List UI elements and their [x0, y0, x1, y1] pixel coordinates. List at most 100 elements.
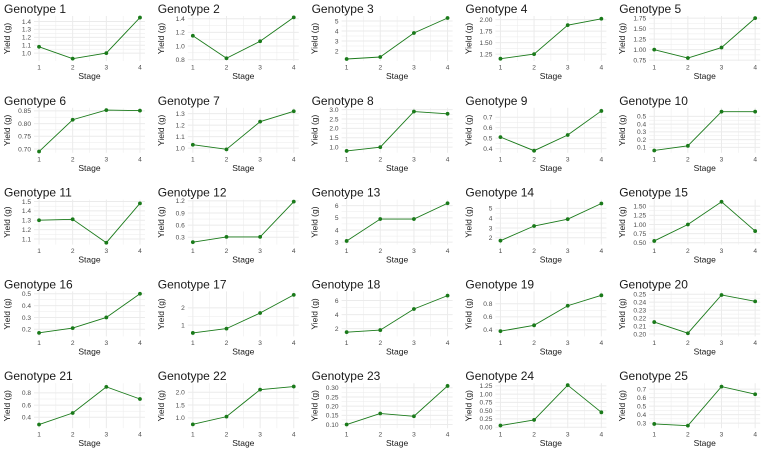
data-point	[138, 397, 142, 401]
data-point	[70, 411, 75, 415]
x-tick-label: 4	[138, 432, 142, 439]
data-point	[753, 299, 758, 304]
x-axis-title: Stage	[694, 163, 716, 173]
x-tick-label: 3	[566, 65, 570, 72]
x-axis-title: Stage	[78, 346, 100, 356]
y-axis-title: Yield (g)	[617, 298, 627, 330]
y-tick-label: 0.00	[480, 425, 493, 432]
y-tick-label: 1.00	[633, 222, 646, 229]
x-tick-label: 3	[412, 65, 416, 72]
x-tick-label: 3	[412, 432, 416, 439]
series-line	[192, 294, 294, 334]
panel-genotype-15: Genotype 15 0.50 0.75 1.00 1.25 1.50 1 2 3 4 Stage…	[617, 186, 761, 265]
data-point	[378, 145, 383, 150]
x-tick-label: 1	[37, 340, 41, 347]
y-tick-label: 1.5	[22, 199, 31, 206]
x-tick-label: 3	[412, 156, 416, 163]
x-axis-title: Stage	[232, 438, 254, 448]
panel-title: Genotype 10	[619, 94, 688, 108]
y-tick-label: 0.25	[633, 291, 646, 298]
x-tick-label: 2	[532, 432, 536, 439]
y-tick-label: 0.5	[637, 403, 646, 410]
y-tick-label: 0.75	[633, 231, 646, 238]
data-point	[498, 423, 503, 428]
x-tick-label: 1	[499, 248, 503, 255]
data-point	[685, 331, 690, 336]
y-tick-label: 0.25	[480, 416, 493, 423]
data-point	[378, 328, 383, 332]
y-tick-label: 0.4	[483, 327, 492, 334]
x-axis-title: Stage	[386, 438, 408, 448]
x-tick-label: 4	[600, 65, 604, 72]
panel-title: Genotype 2	[158, 2, 220, 16]
x-tick-label: 4	[753, 432, 757, 439]
data-point	[599, 16, 604, 21]
x-axis-title: Stage	[540, 71, 562, 81]
panel-title: Genotype 20	[619, 277, 688, 291]
y-tick-label: 1.0	[176, 43, 185, 50]
series-line	[39, 203, 141, 244]
data-point	[719, 293, 724, 297]
data-point	[412, 31, 416, 35]
y-tick-label: 0.5	[483, 135, 492, 142]
y-tick-label: 1.25	[480, 51, 493, 58]
y-tick-label: 0.21	[633, 323, 646, 330]
data-point	[190, 240, 195, 245]
x-tick-label: 4	[292, 248, 296, 255]
panel-title: Genotype 5	[619, 2, 681, 16]
y-tick-label: 0.7	[637, 386, 646, 393]
x-tick-label: 4	[446, 340, 450, 347]
series-line	[346, 202, 448, 242]
data-point	[445, 384, 450, 388]
panel-genotype-8: Genotype 8 1.0 1.5 2.0 2.5 3.0 1 2 3 4 Stage Yield …	[310, 94, 453, 173]
panel-title: Genotype 1	[4, 2, 66, 16]
data-point	[344, 149, 349, 153]
x-tick-label: 3	[566, 432, 570, 439]
series-line	[192, 386, 294, 425]
data-point	[291, 15, 296, 20]
y-tick-label: 1.0	[22, 50, 31, 57]
x-tick-label: 4	[753, 65, 757, 72]
data-point	[652, 239, 657, 243]
x-tick-label: 4	[446, 432, 450, 439]
data-point	[104, 315, 109, 320]
y-tick-label: 1.25	[633, 36, 646, 43]
x-tick-label: 2	[532, 156, 536, 163]
x-tick-label: 4	[446, 248, 450, 255]
x-axis-title: Stage	[78, 71, 100, 81]
x-tick-label: 2	[686, 65, 690, 72]
panel-title: Genotype 7	[158, 94, 220, 108]
y-tick-label: 0.3	[22, 315, 31, 322]
x-tick-label: 4	[600, 248, 604, 255]
data-point	[412, 307, 416, 311]
x-tick-label: 1	[652, 65, 656, 72]
y-tick-label: 0.50	[480, 408, 493, 415]
panel-genotype-22: Genotype 22 1.0 1.5 2.0 1 2 3 4 Stage Yield (g)	[156, 369, 299, 448]
data-point	[37, 422, 41, 427]
panel-genotype-21: Genotype 21 0.4 0.6 0.8 1 2 3 4 Stage Yield (g)	[2, 369, 145, 448]
x-tick-label: 3	[258, 432, 262, 439]
panel-genotype-5: Genotype 5 0.75 1.00 1.25 1.50 1.75 1 2 3 4 Stage Y…	[617, 2, 761, 81]
x-axis-title: Stage	[386, 346, 408, 356]
panel-genotype-9: Genotype 9 0.4 0.5 0.6 0.7 1 2 3 4 Stage Yield (g)	[463, 94, 607, 173]
x-tick-label: 1	[652, 432, 656, 439]
x-tick-label: 2	[71, 248, 75, 255]
panel-title: Genotype 3	[312, 2, 374, 16]
x-tick-label: 2	[378, 65, 382, 72]
panel-genotype-4: Genotype 4 1.25 1.50 1.75 2.00 1 2 3 4 Stage Yield…	[463, 2, 607, 81]
y-axis-title: Yield (g)	[463, 114, 473, 146]
x-tick-label: 2	[532, 340, 536, 347]
y-axis-title: Yield (g)	[2, 114, 12, 146]
y-tick-label: 2	[181, 305, 185, 312]
panel-title: Genotype 6	[4, 94, 66, 108]
y-tick-label: 1.3	[22, 218, 31, 225]
data-point	[378, 217, 383, 221]
y-tick-label: 1.50	[480, 40, 493, 47]
panel-genotype-1: Genotype 1 1.01.11.21.31.4 1 2 3 4 Stage Yield …	[2, 2, 145, 81]
data-point	[719, 384, 724, 389]
y-tick-label: 0.23	[633, 307, 646, 314]
y-tick-label: 0.3	[176, 235, 185, 242]
series-line	[192, 110, 294, 150]
data-point	[685, 222, 690, 227]
